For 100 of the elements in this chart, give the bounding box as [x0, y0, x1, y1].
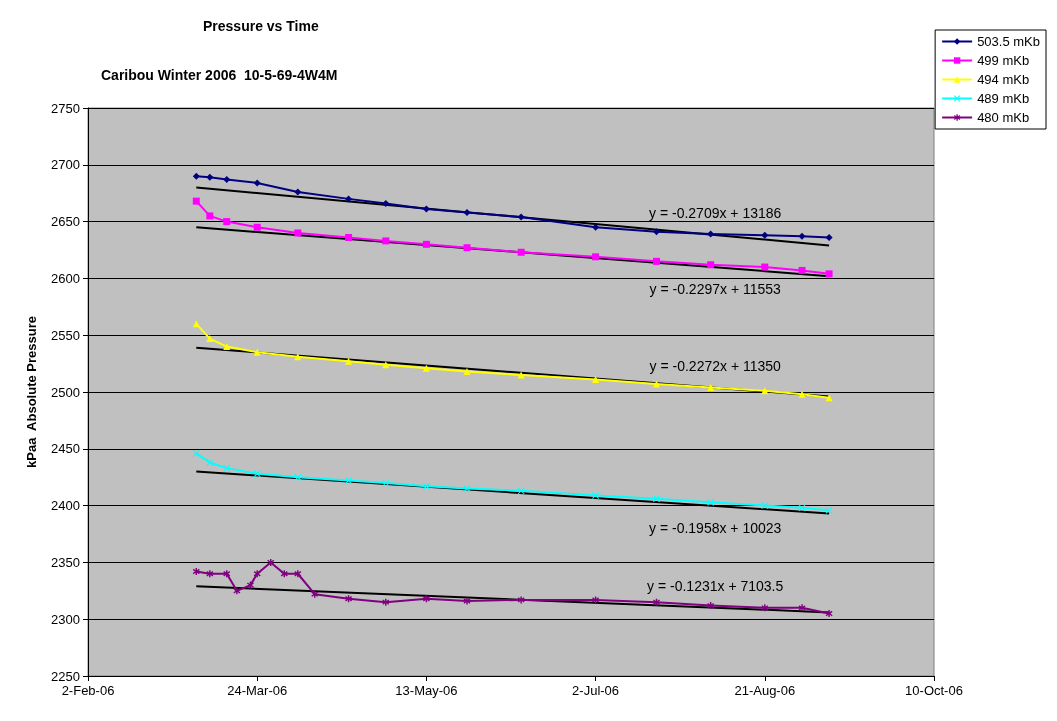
point	[192, 172, 200, 180]
point	[422, 205, 430, 213]
point	[422, 364, 430, 372]
point	[253, 348, 261, 356]
point	[592, 223, 600, 231]
point	[294, 188, 302, 196]
point	[253, 179, 261, 187]
point	[253, 470, 261, 478]
point	[206, 570, 214, 578]
point	[382, 199, 390, 207]
point	[653, 598, 661, 606]
x-tick-label: 2-Feb-06	[61, 683, 115, 698]
point	[345, 195, 353, 203]
point	[192, 449, 200, 457]
chart-title: Pressure vs Time	[203, 18, 319, 34]
point	[267, 558, 275, 566]
point	[382, 479, 390, 487]
point	[463, 368, 471, 376]
point	[223, 176, 231, 184]
point	[280, 570, 288, 578]
x-tick-label: 21-Aug-06	[734, 683, 796, 698]
x-tick-label: 13-May-06	[395, 683, 458, 698]
point	[707, 498, 715, 506]
point	[463, 209, 471, 217]
point	[223, 218, 231, 226]
point	[206, 212, 214, 220]
legend-label: 489 mKb	[977, 91, 1030, 106]
y-tick-label: 2650	[51, 214, 80, 230]
point	[192, 197, 200, 205]
point	[707, 261, 715, 269]
y-tick-label: 2400	[51, 498, 80, 514]
point	[294, 570, 302, 578]
y-tick-label: 2250	[51, 668, 80, 684]
point	[761, 502, 769, 510]
point	[517, 248, 525, 256]
point	[463, 485, 471, 493]
point	[206, 458, 214, 466]
annotation: y = -0.1231x + 7103.5	[647, 577, 784, 594]
y-tick-label: 2700	[51, 157, 80, 173]
y-tick-label: 2550	[51, 327, 80, 343]
annotation: y = -0.2272x + 11350	[649, 357, 782, 374]
point	[707, 383, 715, 391]
y-tick-label: 2500	[51, 384, 80, 400]
point	[517, 213, 525, 221]
point	[761, 604, 769, 612]
point	[253, 570, 261, 578]
point	[422, 595, 430, 603]
point	[592, 253, 600, 261]
y-tick-label: 2300	[51, 611, 80, 627]
point	[345, 234, 353, 241]
point	[233, 587, 241, 595]
point	[761, 263, 769, 271]
point	[798, 604, 806, 612]
legend-label: 494 mKb	[977, 72, 1030, 87]
point	[517, 487, 525, 495]
point	[798, 232, 806, 240]
x-tick-label: 2-Jul-06	[572, 683, 620, 698]
point	[206, 335, 214, 343]
point	[653, 257, 661, 265]
point	[223, 464, 231, 472]
legend-label: 503.5 mKb	[977, 34, 1040, 49]
x-tick-label: 10-Oct-06	[905, 683, 963, 698]
chart-subtitle: Caribou Winter 2006 10-5-69-4W4M	[101, 67, 338, 83]
y-tick-label: 2600	[51, 270, 80, 286]
y-tick-label: 2350	[51, 554, 80, 570]
point	[825, 234, 833, 241]
point	[653, 380, 661, 388]
point	[825, 270, 833, 278]
point	[294, 229, 302, 237]
annotation: y = -0.2297x + 11553	[649, 281, 782, 298]
y-tick-label: 2750	[51, 100, 80, 116]
point	[345, 357, 353, 365]
point	[707, 230, 715, 238]
point	[707, 602, 715, 610]
point	[798, 266, 806, 274]
point	[592, 376, 600, 383]
point	[253, 223, 261, 231]
point	[463, 244, 471, 252]
point	[345, 595, 353, 603]
point	[653, 228, 661, 236]
point	[517, 596, 525, 604]
point	[223, 570, 231, 578]
point	[825, 394, 833, 402]
point	[761, 231, 769, 239]
point	[206, 173, 214, 181]
point	[798, 390, 806, 398]
point	[382, 598, 390, 606]
legend-label: 480 mKb	[977, 110, 1030, 125]
point	[825, 610, 833, 618]
point	[311, 590, 319, 598]
point	[382, 237, 390, 245]
legend-label: 499 mKb	[977, 53, 1030, 68]
y-tick-label: 2450	[51, 441, 80, 457]
annotation: y = -0.1958x + 10023	[649, 519, 782, 536]
point	[463, 597, 471, 605]
annotation: y = -0.2709x + 13186	[649, 205, 782, 222]
point	[422, 240, 430, 248]
point	[294, 473, 302, 481]
point	[422, 482, 430, 490]
x-tick-label: 24-Mar-06	[227, 683, 288, 698]
